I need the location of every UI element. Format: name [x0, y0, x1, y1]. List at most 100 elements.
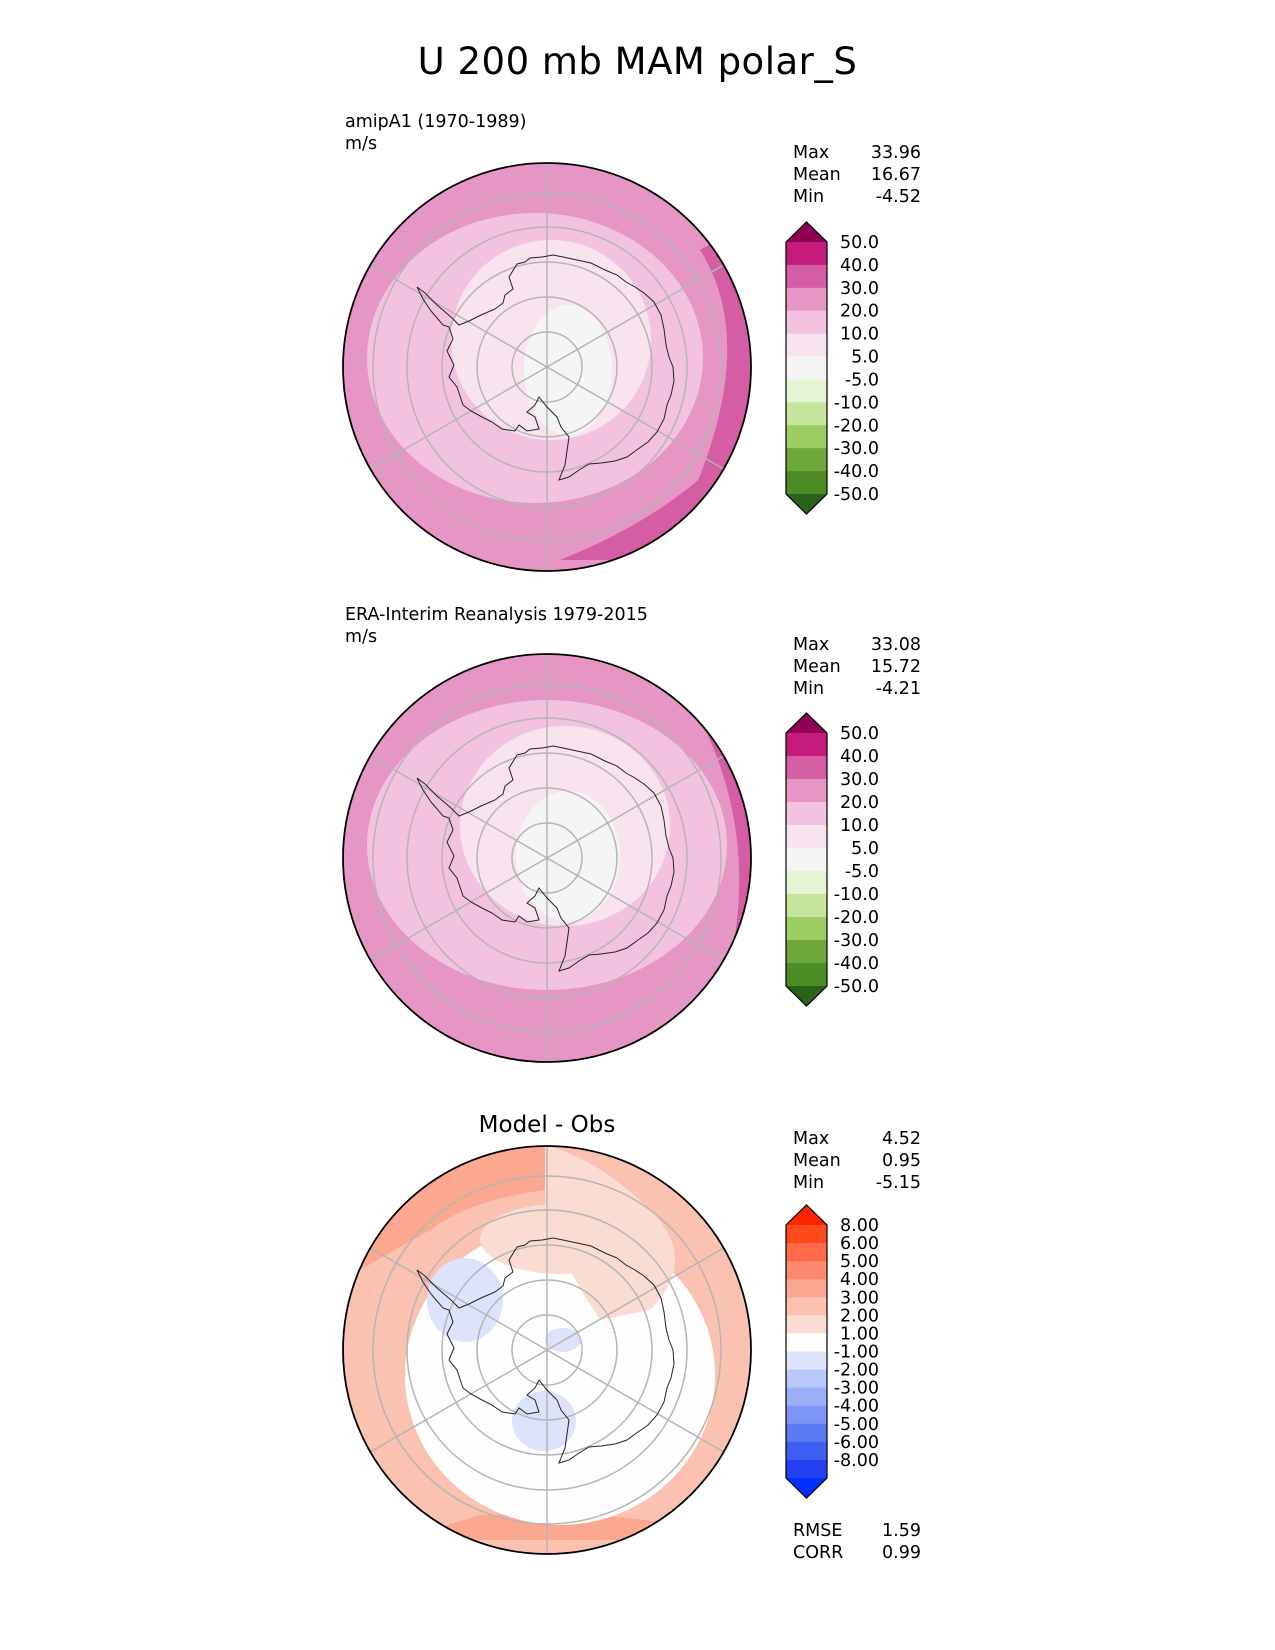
- panel-2-units: m/s: [345, 627, 378, 647]
- colorbar-segment: [786, 1243, 827, 1262]
- colorbar-segment: [786, 733, 827, 757]
- colorbar-segment: [786, 1387, 827, 1407]
- colorbar-tick-label: 10.0: [840, 325, 879, 345]
- colorbar-segment: [786, 471, 827, 495]
- stat-value: 33.96: [870, 143, 921, 163]
- colorbar-tick-label: 30.0: [840, 770, 879, 790]
- stat-label: Mean: [793, 165, 841, 185]
- colorbar-tick-label: 30.0: [840, 279, 879, 299]
- stat-value: 33.08: [870, 635, 921, 655]
- panel-2-title-block: ERA-Interim Reanalysis 1979-2015 m/s: [345, 604, 648, 648]
- colorbar-tick-label: -10.0: [834, 393, 879, 413]
- colorbar-tick-label: 50.0: [840, 233, 879, 253]
- stat-value: -4.52: [875, 187, 921, 207]
- colorbar-tick-label: 4.00: [840, 1270, 879, 1290]
- colorbar-tick-label: -50.0: [834, 977, 879, 997]
- colorbar-segment: [786, 356, 827, 380]
- colorbar-segment: [786, 871, 827, 895]
- colorbar-tick-label: -5.0: [845, 862, 879, 882]
- colorbar-extend-bottom: [786, 1478, 827, 1498]
- stat-value: -5.15: [875, 1173, 921, 1193]
- colorbar-segment: [786, 1369, 827, 1389]
- colorbar-tick-label: 6.00: [840, 1234, 879, 1254]
- stat-label: Max: [793, 635, 830, 655]
- panel-2-map: [343, 654, 751, 1062]
- colorbar-tick-label: 1.00: [840, 1324, 879, 1344]
- metric-label: CORR: [793, 1543, 844, 1563]
- colorbar-segment: [786, 779, 827, 803]
- colorbar-tick-label: -40.0: [834, 462, 879, 482]
- stat-label: Min: [793, 679, 825, 699]
- panel-3-metrics: RMSE 1.59 CORR 0.99: [793, 1520, 921, 1564]
- panel-3-stats: Max 4.52 Mean 0.95 Min -5.15: [793, 1128, 921, 1194]
- colorbar-extend-top: [786, 1205, 827, 1225]
- metric-label: RMSE: [793, 1521, 843, 1541]
- panel-3-boundary: [342, 1145, 752, 1555]
- stat-label: Max: [793, 143, 830, 163]
- colorbar-segment: [786, 1315, 827, 1334]
- colorbar-extend-top: [786, 222, 827, 242]
- colorbar-tick-label: -5.00: [834, 1415, 879, 1435]
- colorbar-tick-label: -10.0: [834, 885, 879, 905]
- colorbar-segment: [786, 1459, 827, 1479]
- colorbar-segment: [786, 1405, 827, 1425]
- colorbar-segment: [786, 894, 827, 918]
- colorbar-segment: [786, 1423, 827, 1443]
- colorbar-segment: [786, 1261, 827, 1280]
- colorbar-tick-label: -30.0: [834, 931, 879, 951]
- colorbar-segment: [786, 756, 827, 780]
- colorbar-segment: [786, 1297, 827, 1316]
- colorbar-outline: [785, 1204, 828, 1499]
- colorbar-segment: [786, 448, 827, 472]
- colorbar-segment: [786, 402, 827, 426]
- colorbar-segment: [786, 917, 827, 941]
- stat-label: Min: [793, 1173, 825, 1193]
- diff-band-neg2-neg1-ross: [512, 1391, 576, 1451]
- colorbar-tick-label: 50.0: [840, 724, 879, 744]
- stat-value: 4.52: [882, 1129, 921, 1149]
- panel-1-colorbar: 50.0 40.0 30.0 20.0 10.0 5.0-5.0 -10.0 -20.0 -30…: [785, 221, 879, 515]
- colorbar-tick-label: 10.0: [840, 816, 879, 836]
- panel-1-map: [343, 163, 751, 571]
- colorbar-tick-label: -2.00: [834, 1361, 879, 1381]
- colorbar-tick-label: -1.00: [834, 1343, 879, 1363]
- panel-2-colorbar: 50.0 40.0 30.0 20.0 10.0 5.0 -5.0 -10.0 -20.0 -30…: [785, 712, 879, 1007]
- colorbar-extend-bottom: [786, 494, 827, 514]
- stat-value: 0.95: [882, 1151, 921, 1171]
- stat-value: 15.72: [870, 657, 921, 677]
- colorbar-segment: [786, 1279, 827, 1298]
- panel-1-title: amipA1 (1970-1989): [345, 112, 527, 132]
- colorbar-tick-label: -6.00: [834, 1433, 879, 1453]
- figure-title: U 200 mb MAM polar_S: [417, 40, 858, 83]
- colorbar-tick-label: -5.0: [845, 370, 879, 390]
- colorbar-tick-label: -8.00: [834, 1451, 879, 1471]
- stat-label: Min: [793, 187, 825, 207]
- colorbar-tick-label: 20.0: [840, 302, 879, 322]
- colorbar-tick-label: -30.0: [834, 439, 879, 459]
- colorbar-segment: [786, 848, 827, 872]
- colorbar-segment: [786, 1441, 827, 1461]
- colorbar-tick-label: 5.0: [851, 839, 879, 859]
- metric-value: 1.59: [882, 1521, 921, 1541]
- panel-2-stats: Max 33.08 Mean 15.72 Min -4.21: [793, 634, 921, 700]
- colorbar-segment: [786, 242, 827, 266]
- colorbar-tick-label: -50.0: [834, 485, 879, 505]
- field-band-neg5-5: [516, 791, 620, 921]
- diff-band-3-4-south: [400, 1514, 700, 1540]
- panel-3-title: Model - Obs: [478, 1112, 616, 1138]
- colorbar-segment: [786, 264, 827, 289]
- stat-label: Mean: [793, 1151, 841, 1171]
- colorbar-tick-label: 2.00: [840, 1306, 879, 1326]
- colorbar-tick-label: 5.00: [840, 1252, 879, 1272]
- panel-2-title: ERA-Interim Reanalysis 1979-2015: [345, 605, 648, 625]
- colorbar-tick-label: 8.00: [840, 1216, 879, 1236]
- colorbar-tick-label: 3.00: [840, 1288, 879, 1308]
- colorbar-segment: [786, 1225, 827, 1244]
- colorbar-segment: [786, 379, 827, 403]
- panel-3-colorbar: 8.006.005.004.003.002.001.00-1.00-2.00-3…: [785, 1204, 879, 1499]
- colorbar-outline: [785, 712, 828, 1007]
- colorbar-segment: [786, 333, 827, 358]
- colorbar-extend-bottom: [786, 986, 827, 1006]
- colorbar-tick-label: -4.00: [834, 1397, 879, 1417]
